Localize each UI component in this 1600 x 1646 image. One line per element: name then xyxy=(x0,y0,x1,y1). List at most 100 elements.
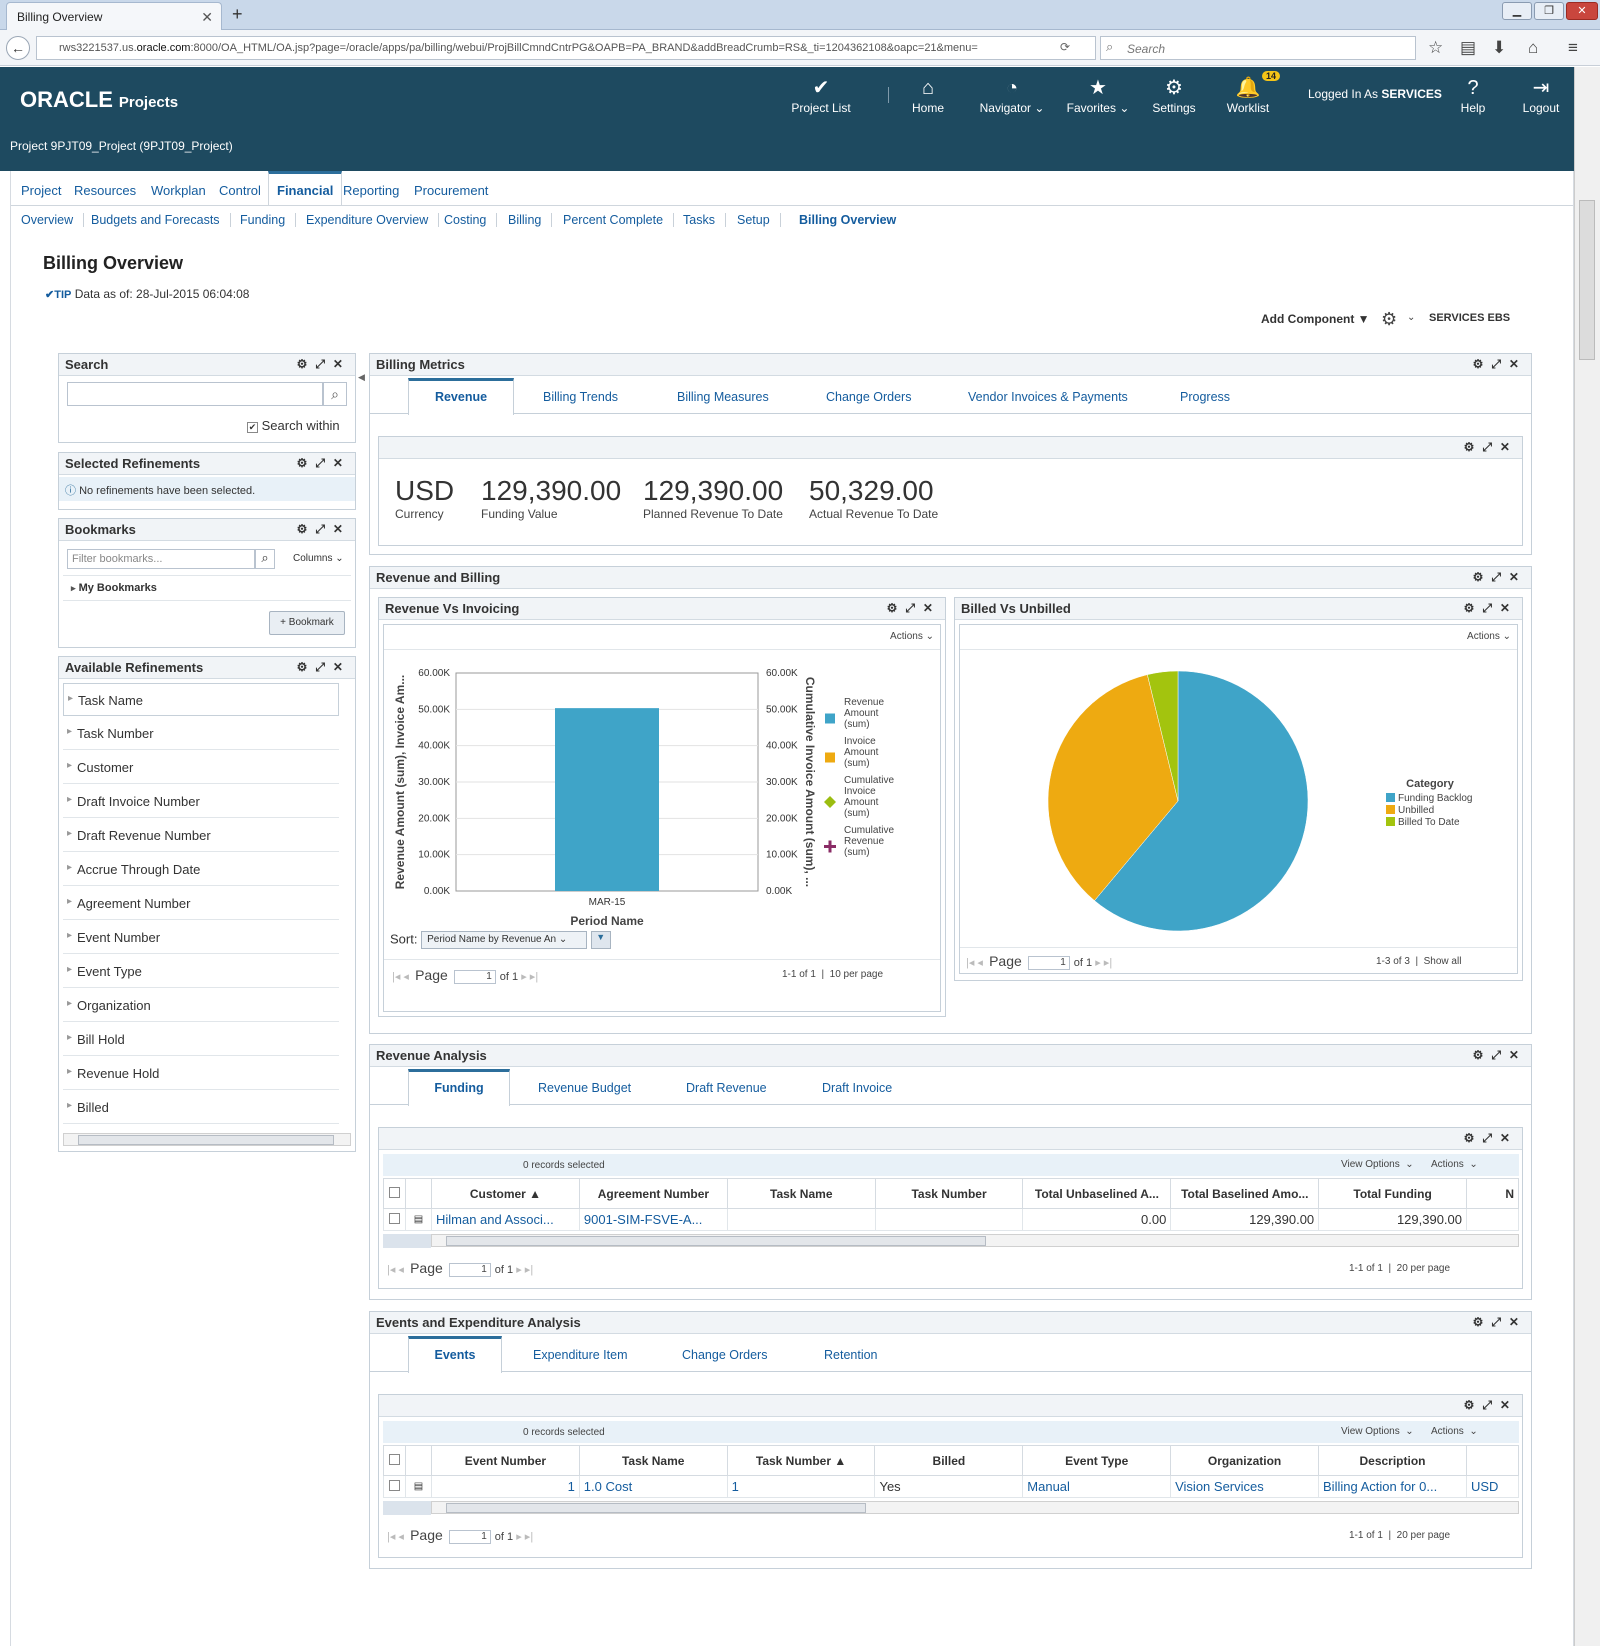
filter-bookmarks-input[interactable]: Filter bookmarks... xyxy=(67,549,255,569)
tab-retention[interactable]: Retention xyxy=(824,1348,878,1362)
column-more[interactable] xyxy=(1465,1445,1520,1476)
organization-link[interactable]: Vision Services xyxy=(1175,1479,1264,1494)
tab-revenue-budget[interactable]: Revenue Budget xyxy=(538,1081,632,1095)
subtab-overview[interactable]: Overview xyxy=(21,213,85,227)
close-icon[interactable]: ✕ xyxy=(201,9,213,25)
column-description[interactable]: Description xyxy=(1318,1445,1467,1476)
row-detail-icon[interactable]: ▤ xyxy=(404,1208,432,1231)
currency-link[interactable]: USD xyxy=(1470,1479,1499,1494)
column-more[interactable]: N xyxy=(1466,1178,1519,1209)
project-list-button[interactable]: ✔ Project List xyxy=(786,75,856,115)
refinement-event-number[interactable]: Event Number xyxy=(63,921,339,954)
event-number-link[interactable]: 1 xyxy=(567,1479,575,1494)
minimize-icon[interactable]: ▁ xyxy=(1502,2,1532,20)
tab-change-orders[interactable]: Change Orders xyxy=(682,1348,768,1362)
row-checkbox[interactable] xyxy=(383,1475,406,1498)
first-page-icon[interactable]: |◂ ◂ xyxy=(387,1264,404,1276)
task-name-link[interactable]: 1.0 Cost xyxy=(583,1479,633,1494)
subtab-funding[interactable]: Funding xyxy=(240,213,297,227)
tab-draft-invoice[interactable]: Draft Invoice xyxy=(822,1081,893,1095)
panel-controls[interactable]: ⚙⤢✕ xyxy=(1472,1048,1527,1062)
tab-revenue[interactable]: Revenue xyxy=(408,378,514,415)
horizontal-scrollbar[interactable] xyxy=(431,1234,1519,1247)
tab-funding[interactable]: Funding xyxy=(408,1069,510,1106)
column-event-number[interactable]: Event Number xyxy=(430,1445,580,1476)
tab-billing-measures[interactable]: Billing Measures xyxy=(677,390,769,404)
tab-expenditure-item[interactable]: Expenditure Item xyxy=(533,1348,628,1362)
column-total-unbaselined[interactable]: Total Unbaselined A... xyxy=(1022,1178,1172,1209)
page-scrollbar-thumb[interactable] xyxy=(1579,200,1595,360)
select-all-checkbox[interactable] xyxy=(383,1178,406,1209)
tab-progress[interactable]: Progress xyxy=(1180,390,1231,404)
page-input[interactable]: 1 xyxy=(453,970,496,985)
tab-procurement[interactable]: Procurement xyxy=(414,183,489,198)
tab-workplan[interactable]: Workplan xyxy=(151,183,206,198)
horizontal-scrollbar[interactable] xyxy=(63,1133,351,1146)
refinement-agreement-number[interactable]: Agreement Number xyxy=(63,887,339,920)
panel-controls[interactable]: ⚙⤢✕ xyxy=(1472,1315,1527,1329)
tab-draft-revenue[interactable]: Draft Revenue xyxy=(686,1081,767,1095)
refinement-draft-revenue-number[interactable]: Draft Revenue Number xyxy=(63,819,339,852)
subtab-billing[interactable]: Billing xyxy=(508,213,553,227)
collapse-left-icon[interactable]: ◀ xyxy=(358,372,365,382)
back-arrow-icon[interactable]: ← xyxy=(6,36,30,60)
page-input[interactable]: 1 xyxy=(448,1263,491,1278)
page-input[interactable]: 1 xyxy=(1027,956,1070,971)
region-controls[interactable]: ⚙⤢✕ xyxy=(1463,440,1518,454)
select-all-checkbox[interactable] xyxy=(383,1445,406,1476)
actions-menu[interactable]: Actions ⌄ xyxy=(1431,1159,1478,1170)
tab-financial[interactable]: Financial xyxy=(268,171,343,205)
browser-search-input[interactable]: Search xyxy=(1100,36,1416,60)
panel-controls[interactable]: ⚙⤢✕ xyxy=(1463,601,1518,615)
subtab-costing[interactable]: Costing xyxy=(444,213,498,227)
row-detail-icon[interactable]: ▤ xyxy=(404,1475,432,1498)
column-task-name[interactable]: Task Name xyxy=(578,1445,728,1476)
column-organization[interactable]: Organization xyxy=(1170,1445,1320,1476)
per-page[interactable]: 20 per page xyxy=(1396,1530,1451,1541)
refinement-draft-invoice-number[interactable]: Draft Invoice Number xyxy=(63,785,339,818)
agreement-link[interactable]: 9001-SIM-FSVE-A... xyxy=(583,1212,703,1227)
scrollbar-thumb[interactable] xyxy=(446,1236,986,1246)
refinement-task-number[interactable]: Task Number xyxy=(63,717,339,750)
chart-actions-menu[interactable]: Actions ⌄ xyxy=(1467,631,1511,642)
search-input[interactable] xyxy=(67,382,323,406)
tab-events[interactable]: Events xyxy=(408,1336,502,1373)
column-task-name[interactable]: Task Name xyxy=(726,1178,876,1209)
library-icon[interactable]: ▤ xyxy=(1460,38,1477,57)
panel-controls[interactable]: ⚙⤢✕ xyxy=(886,601,941,615)
panel-controls[interactable]: ⚙⤢✕ xyxy=(296,660,351,674)
refinement-event-type[interactable]: Event Type xyxy=(63,955,339,988)
scrollbar-thumb[interactable] xyxy=(78,1135,334,1145)
refinement-bill-hold[interactable]: Bill Hold xyxy=(63,1023,339,1056)
next-page-icon[interactable]: ▸ ▸| xyxy=(516,1531,534,1543)
url-bar[interactable]: rws3221537.us.oracle.com:8000/OA_HTML/OA… xyxy=(36,36,1096,60)
column-task-number[interactable]: Task Number ▲ xyxy=(726,1445,876,1476)
window-close-icon[interactable]: ✕ xyxy=(1566,2,1598,20)
first-page-icon[interactable]: |◂ ◂ xyxy=(392,971,409,983)
home-button[interactable]: ⌂ Home xyxy=(900,75,956,115)
sort-direction-button[interactable]: ▼ xyxy=(590,931,611,949)
subtab-tasks[interactable]: Tasks xyxy=(683,213,726,227)
row-checkbox[interactable] xyxy=(383,1208,406,1231)
tab-control[interactable]: Control xyxy=(219,183,261,198)
help-button[interactable]: ? Help xyxy=(1448,75,1498,115)
region-controls[interactable]: ⚙⤢✕ xyxy=(1463,1398,1518,1412)
columns-menu[interactable]: Columns ⌄ xyxy=(293,553,344,564)
refinement-task-name[interactable]: Task Name xyxy=(63,683,339,716)
tab-project[interactable]: Project xyxy=(21,183,62,198)
next-page-icon[interactable]: ▸ ▸| xyxy=(1095,957,1113,969)
navigator-button[interactable]: ◔ Navigator ⌄ xyxy=(974,75,1050,115)
maximize-icon[interactable]: ❐ xyxy=(1534,2,1564,20)
new-tab-icon[interactable]: + xyxy=(232,4,243,24)
subtab-billing-overview[interactable]: Billing Overview xyxy=(799,213,897,227)
settings-button[interactable]: ⚙ Settings xyxy=(1146,75,1202,115)
column-billed[interactable]: Billed xyxy=(874,1445,1024,1476)
panel-controls[interactable]: ⚙⤢✕ xyxy=(296,456,351,470)
next-page-icon[interactable]: ▸ ▸| xyxy=(521,971,539,983)
add-bookmark-button[interactable]: + Bookmark xyxy=(269,611,345,635)
view-options-menu[interactable]: View Options ⌄ xyxy=(1341,1159,1414,1170)
panel-controls[interactable]: ⚙⤢✕ xyxy=(1472,357,1527,371)
search-icon[interactable]: ⌕ xyxy=(323,382,347,406)
page-input[interactable]: 1 xyxy=(448,1530,491,1545)
refinement-revenue-hold[interactable]: Revenue Hold xyxy=(63,1057,339,1090)
